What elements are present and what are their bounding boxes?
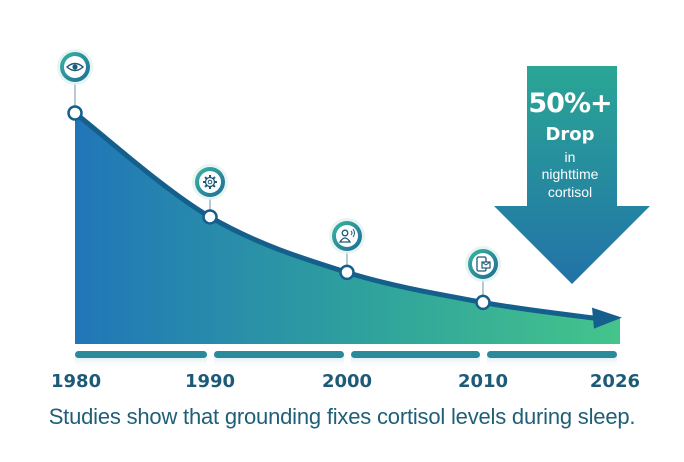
trend-line	[72, 110, 601, 322]
x-tick-label: 1980	[51, 371, 101, 392]
data-point	[67, 105, 83, 121]
person-sound-icon	[338, 228, 355, 243]
data-point	[202, 209, 218, 225]
timeline-marker[interactable]	[192, 164, 228, 225]
timeline-segment	[351, 351, 480, 358]
timeline-segment	[487, 351, 617, 358]
chart-caption: Studies show that grounding fixes cortis…	[48, 404, 636, 429]
timeline-segment	[214, 351, 344, 358]
callout-line-1: in	[564, 149, 576, 165]
phone-message-icon	[476, 256, 491, 272]
callout-line-2: nighttime	[541, 166, 599, 182]
timeline-marker[interactable]	[57, 49, 93, 121]
x-tick-label: 2010	[458, 371, 508, 392]
data-point	[339, 264, 355, 281]
data-point	[475, 294, 491, 311]
x-tick-label: 1990	[185, 371, 235, 392]
callout-line-3: cortisol	[547, 184, 593, 200]
callout-headline: 50%+	[528, 88, 612, 119]
timeline-marker[interactable]	[329, 218, 365, 281]
area-fill	[75, 113, 620, 344]
gear-icon	[203, 175, 217, 189]
trend-arrowhead	[592, 307, 622, 329]
timeline-marker[interactable]	[465, 246, 501, 311]
callout-label: Drop	[545, 124, 595, 145]
x-tick-label: 2026	[590, 371, 640, 392]
x-tick-label: 2000	[322, 371, 372, 392]
eye-icon	[65, 62, 85, 72]
drop-arrow	[494, 66, 650, 284]
timeline-segment	[75, 351, 207, 358]
